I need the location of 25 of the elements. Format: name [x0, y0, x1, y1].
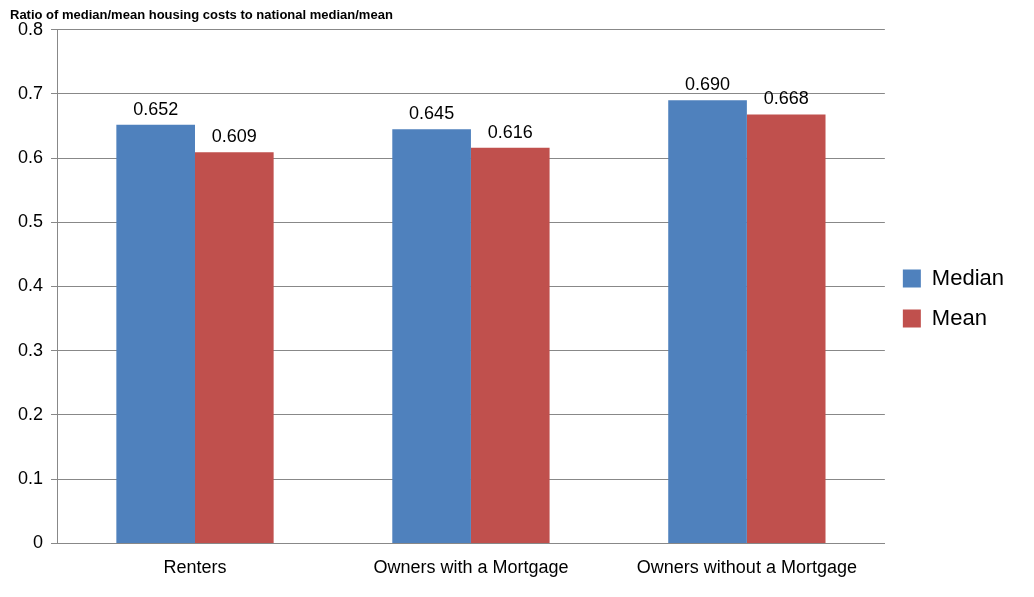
y-tick-label: 0.7: [17, 82, 44, 103]
data-label: 0.609: [211, 126, 257, 147]
y-tick-label: 0.2: [17, 403, 44, 424]
data-label: 0.690: [685, 74, 731, 95]
x-tick-label: Renters: [163, 557, 227, 578]
y-tick-label: 0.3: [17, 339, 44, 360]
legend-label: Median: [931, 264, 1004, 290]
x-tick-label: Owners with a Mortgage: [373, 557, 569, 578]
y-tick-label: 0.4: [17, 275, 44, 296]
y-tick-label: 0.1: [17, 468, 44, 489]
data-label: 0.652: [133, 98, 179, 119]
bar: [116, 124, 195, 543]
y-tick-label: 0.6: [17, 147, 44, 168]
data-label: 0.668: [763, 88, 809, 109]
bar: [194, 152, 274, 543]
x-tick-label: Owners without a Mortgage: [636, 557, 857, 578]
bar: [746, 114, 826, 543]
bar: [668, 100, 747, 543]
bar: [392, 129, 471, 543]
bar: [470, 147, 550, 543]
data-label: 0.645: [409, 103, 455, 124]
y-tick-label: 0: [33, 532, 44, 553]
data-label: 0.616: [487, 121, 533, 142]
y-tick-label: 0.5: [17, 211, 44, 232]
legend-label: Mean: [931, 304, 987, 330]
